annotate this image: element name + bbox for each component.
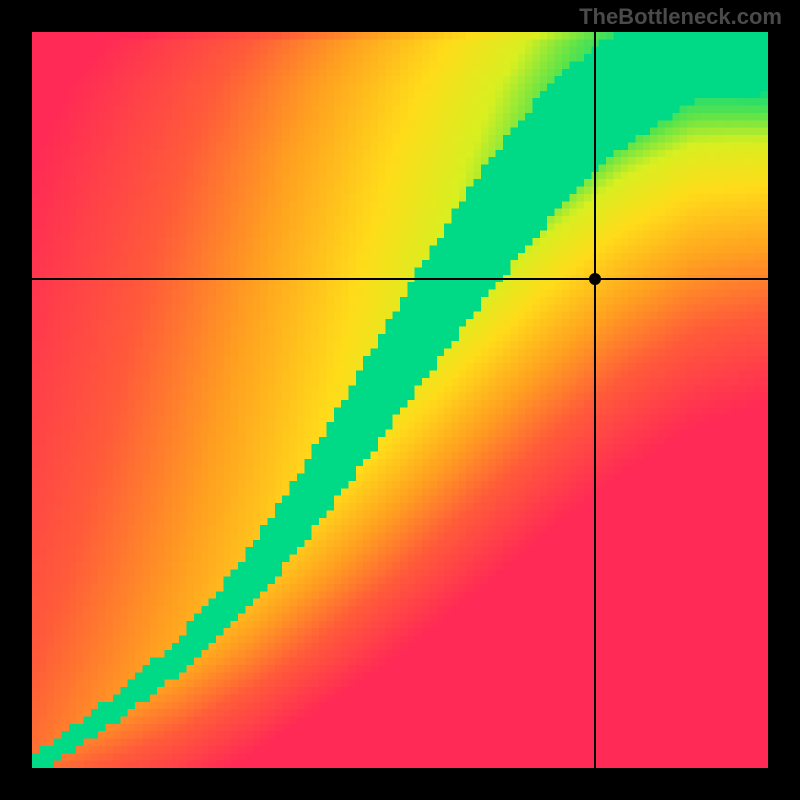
crosshair-vertical [594, 32, 596, 768]
selection-marker [589, 273, 601, 285]
crosshair-horizontal [32, 278, 768, 280]
bottleneck-heatmap [32, 32, 768, 768]
watermark-text: TheBottleneck.com [579, 4, 782, 30]
chart-container: TheBottleneck.com [0, 0, 800, 800]
